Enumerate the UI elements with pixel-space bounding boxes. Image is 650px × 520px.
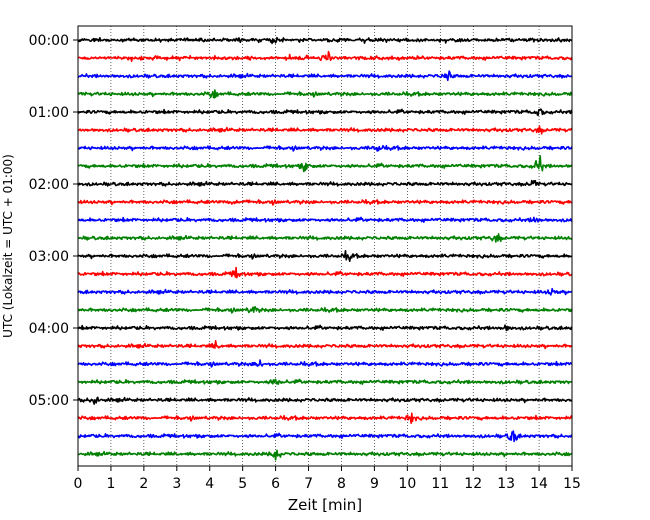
x-tick-label-9: 9 (370, 476, 379, 492)
x-tick-label-0: 0 (74, 476, 83, 492)
trace-line-9 (77, 198, 573, 206)
y-tick-label-4: 04:00 (29, 321, 69, 337)
plot-frame (77, 25, 573, 467)
y-tick-label-3: 03:00 (29, 249, 69, 265)
x-tick-label-5: 5 (238, 476, 247, 492)
x-tick-label-6: 6 (271, 476, 280, 492)
trace-line-2 (77, 70, 573, 82)
trace-line-8 (77, 179, 573, 187)
x-tick-label-3: 3 (172, 476, 181, 492)
trace-line-3 (77, 89, 573, 99)
trace-line-5 (77, 125, 573, 135)
trace-line-20 (77, 396, 573, 405)
x-tick-label-7: 7 (304, 476, 313, 492)
x-axis-ticks: 0 1 2 3 4 5 6 7 8 9 10 11 12 13 14 15 (74, 466, 581, 492)
trace-lines (77, 36, 573, 461)
y-tick-label-5: 05:00 (29, 393, 69, 409)
trace-line-10 (77, 216, 573, 223)
y-axis-label: UTC (Lokalzeit = UTC + 01:00) (1, 154, 15, 338)
trace-line-12 (77, 250, 573, 262)
trace-line-1 (77, 50, 573, 62)
trace-line-6 (77, 144, 573, 152)
trace-line-16 (77, 324, 573, 332)
x-tick-label-8: 8 (337, 476, 346, 492)
x-tick-label-14: 14 (530, 476, 548, 492)
y-tick-label-1: 01:00 (29, 105, 69, 121)
x-tick-label-12: 12 (464, 476, 482, 492)
y-tick-label-2: 02:00 (29, 177, 69, 193)
trace-line-21 (77, 412, 573, 424)
trace-line-4 (77, 108, 573, 117)
trace-line-15 (77, 306, 573, 314)
trace-line-22 (77, 430, 573, 443)
x-tick-label-4: 4 (205, 476, 214, 492)
trace-line-19 (77, 378, 573, 385)
x-tick-label-13: 13 (497, 476, 515, 492)
x-tick-label-10: 10 (398, 476, 416, 492)
x-tick-label-15: 15 (563, 476, 581, 492)
trace-line-0 (77, 36, 573, 45)
trace-line-11 (77, 233, 573, 243)
trace-line-18 (77, 359, 573, 368)
trace-line-23 (77, 449, 573, 461)
y-axis-ticks: 00:00 01:00 02:00 03:00 04:00 05:00 (29, 33, 78, 409)
x-tick-label-1: 1 (106, 476, 115, 492)
trace-line-13 (77, 266, 573, 279)
y-tick-label-0: 00:00 (29, 33, 69, 49)
trace-line-7 (77, 155, 573, 173)
grid-lines (110, 26, 540, 466)
x-axis-label: Zeit [min] (288, 496, 362, 514)
x-tick-label-2: 2 (139, 476, 148, 492)
x-tick-label-11: 11 (431, 476, 449, 492)
trace-line-14 (77, 287, 573, 296)
trace-line-17 (77, 340, 573, 350)
